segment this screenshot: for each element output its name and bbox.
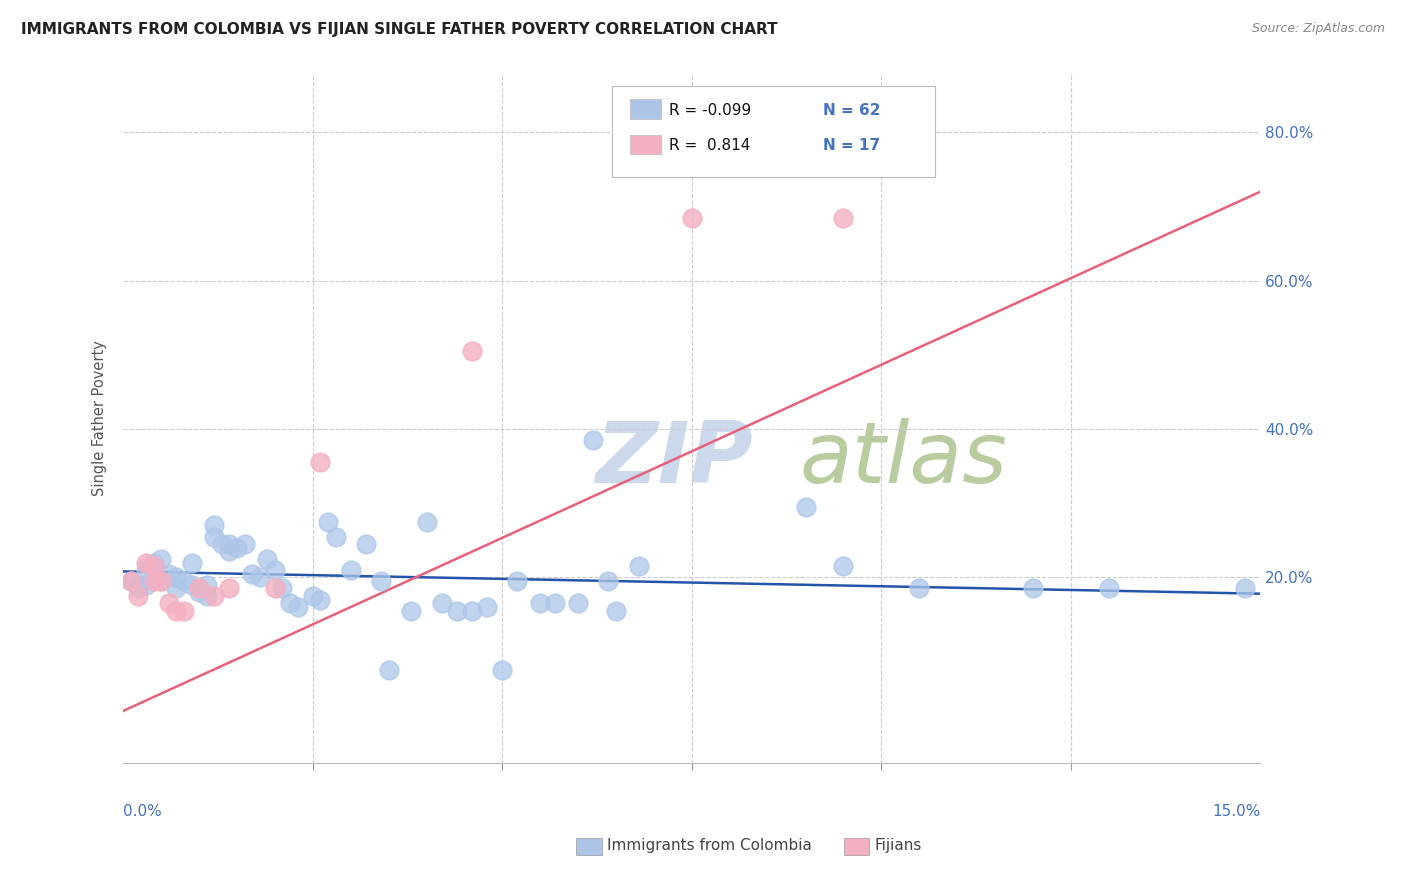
Point [142, 556, 165, 570]
Point [135, 556, 157, 570]
Text: Source: ZipAtlas.com: Source: ZipAtlas.com [1251, 22, 1385, 36]
Point [506, 574, 529, 588]
Point [127, 578, 149, 592]
Point [218, 537, 240, 551]
Point [309, 592, 332, 607]
Point [605, 604, 627, 618]
Point [150, 574, 173, 588]
Point [325, 530, 347, 544]
Point [218, 544, 240, 558]
Point [173, 604, 195, 618]
Point [188, 582, 211, 596]
Point [150, 551, 173, 566]
Point [582, 433, 605, 447]
Point [127, 589, 149, 603]
Point [832, 211, 855, 225]
Point [142, 574, 165, 588]
Point [264, 582, 287, 596]
Point [188, 585, 211, 599]
Point [188, 582, 211, 596]
Point [1234, 582, 1257, 596]
Text: atlas: atlas [800, 417, 1008, 500]
Text: Immigrants from Colombia: Immigrants from Colombia [607, 838, 813, 854]
Point [681, 211, 703, 225]
Point [150, 574, 173, 588]
Point [233, 537, 256, 551]
Point [165, 570, 187, 584]
Point [135, 578, 157, 592]
Point [180, 556, 202, 570]
Point [120, 574, 142, 588]
Point [127, 582, 149, 596]
Text: N = 17: N = 17 [823, 138, 880, 153]
Text: IMMIGRANTS FROM COLOMBIA VS FIJIAN SINGLE FATHER POVERTY CORRELATION CHART: IMMIGRANTS FROM COLOMBIA VS FIJIAN SINGL… [21, 22, 778, 37]
Point [461, 604, 484, 618]
Point [1098, 582, 1121, 596]
Point [598, 574, 620, 588]
Point [240, 566, 263, 581]
Point [271, 582, 294, 596]
Text: 15.0%: 15.0% [1212, 805, 1260, 819]
Point [461, 344, 484, 359]
Point [908, 582, 931, 596]
Point [446, 604, 468, 618]
Point [218, 582, 240, 596]
Point [354, 537, 377, 551]
Point [195, 578, 218, 592]
Point [142, 559, 165, 574]
Text: R = -0.099: R = -0.099 [669, 103, 751, 118]
Point [180, 578, 202, 592]
Point [430, 596, 453, 610]
Point [202, 530, 225, 544]
Text: 0.0%: 0.0% [124, 805, 162, 819]
Point [211, 537, 233, 551]
Text: Fijians: Fijians [875, 838, 922, 854]
Point [832, 559, 855, 574]
Point [157, 566, 180, 581]
Point [195, 589, 218, 603]
Point [377, 663, 399, 677]
Point [627, 559, 650, 574]
Point [415, 515, 437, 529]
Point [401, 604, 423, 618]
Point [316, 515, 339, 529]
Text: ZIP: ZIP [595, 417, 752, 500]
Point [202, 589, 225, 603]
Point [278, 596, 301, 610]
Point [165, 582, 187, 596]
Point [202, 518, 225, 533]
Point [264, 563, 287, 577]
Point [142, 570, 165, 584]
Point [287, 600, 309, 615]
Point [173, 574, 195, 588]
Point [226, 541, 249, 555]
Point [529, 596, 551, 610]
Y-axis label: Single Father Poverty: Single Father Poverty [93, 340, 107, 496]
Point [794, 500, 817, 514]
Point [1022, 582, 1045, 596]
Point [491, 663, 513, 677]
Point [165, 604, 187, 618]
Point [301, 589, 323, 603]
Point [249, 570, 271, 584]
Point [475, 600, 498, 615]
Point [339, 563, 361, 577]
Point [120, 574, 142, 588]
Point [370, 574, 392, 588]
Point [135, 563, 157, 577]
Point [567, 596, 589, 610]
Point [544, 596, 567, 610]
Text: R =  0.814: R = 0.814 [669, 138, 751, 153]
Point [309, 455, 332, 469]
Text: N = 62: N = 62 [823, 103, 880, 118]
Point [256, 551, 278, 566]
Point [157, 596, 180, 610]
